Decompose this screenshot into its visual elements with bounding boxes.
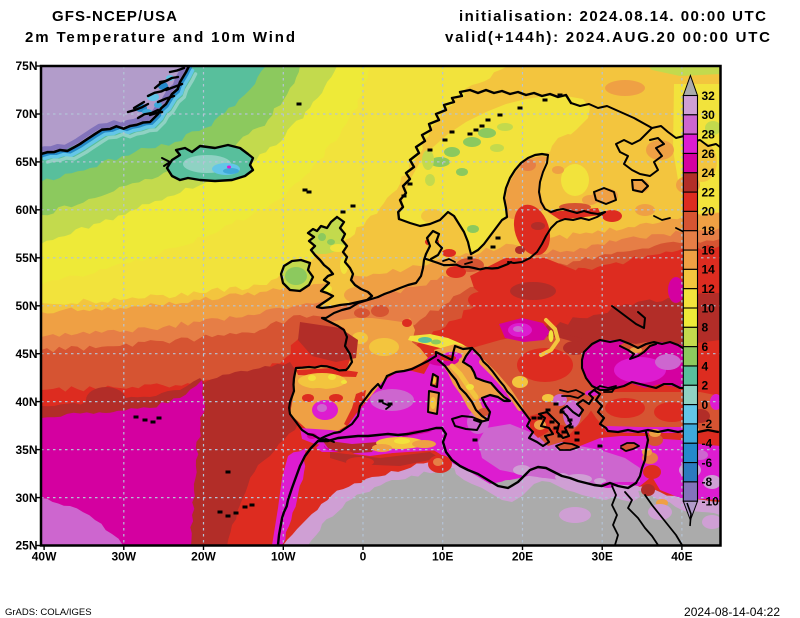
- svg-text:10E: 10E: [432, 550, 453, 564]
- svg-text:30W: 30W: [111, 550, 136, 564]
- svg-text:8: 8: [702, 321, 709, 335]
- svg-text:valid(+144h): 2024.AUG.20 00:0: valid(+144h): 2024.AUG.20 00:00 UTC: [445, 29, 770, 46]
- svg-text:-2: -2: [702, 417, 713, 431]
- svg-text:32: 32: [702, 89, 716, 103]
- svg-text:initialisation: 2024.08.14. 00: initialisation: 2024.08.14. 00:00 UTC: [459, 8, 766, 25]
- svg-text:20: 20: [702, 205, 716, 219]
- svg-text:GrADS: COLA/IGES: GrADS: COLA/IGES: [5, 607, 92, 618]
- svg-text:0: 0: [360, 550, 367, 564]
- svg-text:40N: 40N: [15, 395, 37, 409]
- svg-text:45N: 45N: [15, 347, 37, 361]
- svg-text:4: 4: [702, 359, 709, 373]
- svg-text:40E: 40E: [671, 550, 692, 564]
- svg-text:2024-08-14-04:22: 2024-08-14-04:22: [684, 605, 780, 618]
- svg-text:40W: 40W: [32, 550, 57, 564]
- svg-text:65N: 65N: [15, 155, 37, 169]
- svg-text:14: 14: [702, 263, 716, 277]
- svg-text:16: 16: [702, 243, 716, 257]
- svg-text:2: 2: [702, 379, 709, 393]
- svg-text:-10: -10: [702, 495, 720, 509]
- svg-text:20E: 20E: [512, 550, 533, 564]
- svg-text:55N: 55N: [15, 251, 37, 265]
- svg-text:0: 0: [702, 398, 709, 412]
- svg-text:-8: -8: [702, 475, 713, 489]
- svg-text:GFS-NCEP/USA: GFS-NCEP/USA: [52, 8, 177, 25]
- svg-text:18: 18: [702, 224, 716, 238]
- svg-text:28: 28: [702, 127, 716, 141]
- svg-text:24: 24: [702, 166, 716, 180]
- svg-text:70N: 70N: [15, 107, 37, 121]
- svg-text:10: 10: [702, 301, 716, 315]
- svg-text:22: 22: [702, 185, 716, 199]
- svg-text:6: 6: [702, 340, 709, 354]
- svg-text:35N: 35N: [15, 443, 37, 457]
- svg-text:25N: 25N: [15, 539, 37, 553]
- svg-text:26: 26: [702, 147, 716, 161]
- svg-text:75N: 75N: [15, 59, 37, 73]
- svg-text:10W: 10W: [271, 550, 296, 564]
- svg-text:50N: 50N: [15, 299, 37, 313]
- svg-text:20W: 20W: [191, 550, 216, 564]
- svg-text:30N: 30N: [15, 491, 37, 505]
- svg-text:60N: 60N: [15, 203, 37, 217]
- svg-text:30E: 30E: [592, 550, 613, 564]
- svg-text:12: 12: [702, 282, 716, 296]
- svg-text:2m Temperature and 10m Wind: 2m Temperature and 10m Wind: [25, 29, 295, 46]
- svg-text:-4: -4: [702, 437, 713, 451]
- svg-text:30: 30: [702, 108, 716, 122]
- svg-text:-6: -6: [702, 456, 713, 470]
